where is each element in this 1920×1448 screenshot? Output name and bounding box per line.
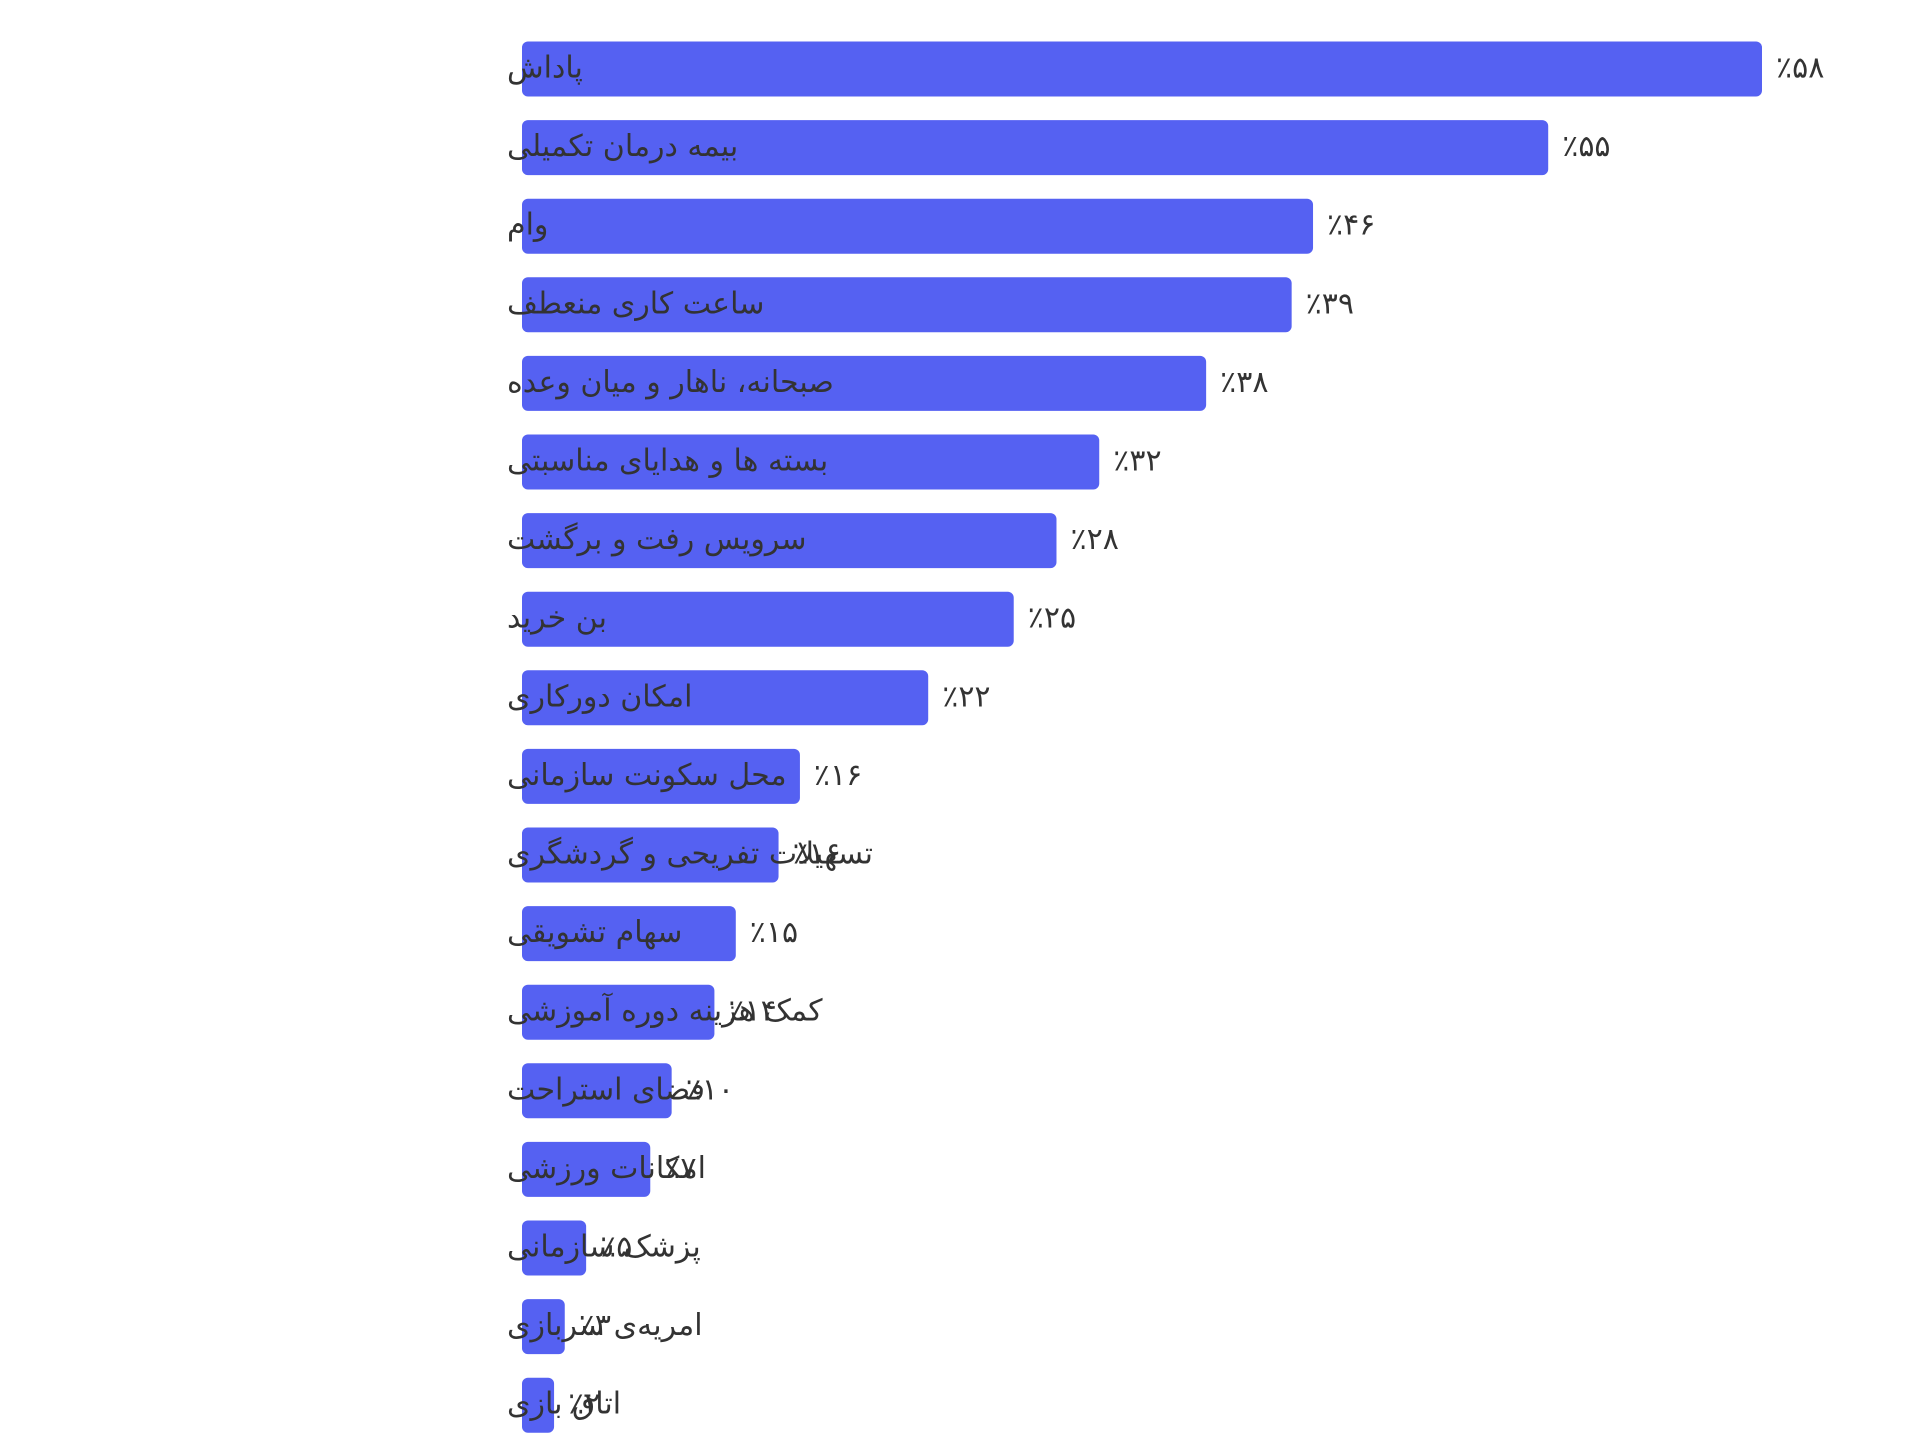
value-label: ٪۱۵ — [750, 915, 798, 950]
value-label: ٪۴۶ — [1327, 208, 1375, 243]
category-label: بن خرید — [507, 601, 607, 636]
category-label: محل سکونت سازمانی — [507, 758, 787, 793]
bar — [522, 1063, 672, 1119]
category-label: پاداش — [507, 51, 583, 86]
bar — [522, 1220, 587, 1276]
bar — [522, 120, 1549, 176]
value-label: ٪۱۶ — [793, 837, 841, 872]
bar — [522, 434, 1100, 490]
category-label: بسته ها و هدایای مناسبتی — [507, 444, 828, 479]
category-label: امکان دورکاری — [507, 679, 692, 714]
bar — [522, 906, 736, 962]
category-label: امکانات ورزشی — [507, 1151, 706, 1186]
category-label: بیمه درمان تکمیلی — [507, 129, 738, 164]
category-label: فضای استراحت — [507, 1072, 705, 1107]
category-label: سرویس رفت و برگشت — [507, 522, 807, 557]
value-label: ٪۲ — [568, 1387, 600, 1422]
bar — [522, 1141, 651, 1197]
bar — [522, 827, 779, 883]
value-label: ٪۱۶ — [814, 758, 862, 793]
bar — [522, 1299, 565, 1355]
category-label: کمک هزینه دوره آموزشی — [507, 993, 823, 1029]
value-label: ٪۳ — [579, 1308, 611, 1343]
category-label: اتاق بازی — [507, 1387, 621, 1422]
bar — [522, 355, 1207, 411]
bar — [522, 984, 715, 1040]
value-label: ٪۲۵ — [1028, 601, 1076, 636]
bar — [522, 1377, 555, 1433]
value-label: ٪۵۸ — [1776, 51, 1824, 86]
category-label: صبحانه، ناهار و میان وعده — [507, 365, 834, 400]
category-label: امریه‌ی سربازی — [507, 1308, 703, 1343]
category-label: تسهیلات تفریحی و گردشگری — [507, 837, 873, 872]
bar — [522, 748, 800, 804]
value-label: ٪۳۸ — [1220, 365, 1268, 400]
bar — [522, 277, 1292, 333]
value-label: ٪۱۴ — [728, 994, 776, 1029]
value-label: ٪۲۲ — [942, 679, 990, 714]
value-label: ٪۵۵ — [1562, 129, 1610, 164]
value-label: ٪۵ — [600, 1230, 632, 1265]
bar — [522, 41, 1762, 97]
bar — [522, 198, 1314, 254]
bar — [522, 591, 1014, 647]
category-label: ساعت کاری منعطف — [507, 286, 764, 321]
value-label: ٪۳۹ — [1306, 286, 1354, 321]
bar — [522, 513, 1057, 569]
value-label: ٪۳۲ — [1113, 444, 1161, 479]
value-label: ٪۱۰ — [686, 1072, 734, 1107]
category-label: پزشک سازمانی — [507, 1230, 701, 1265]
category-label: وام — [507, 208, 548, 243]
category-label: سهام تشویقی — [507, 915, 682, 950]
value-label: ٪۷ — [664, 1151, 696, 1186]
bar — [522, 670, 929, 726]
value-label: ٪۲۸ — [1070, 522, 1118, 557]
